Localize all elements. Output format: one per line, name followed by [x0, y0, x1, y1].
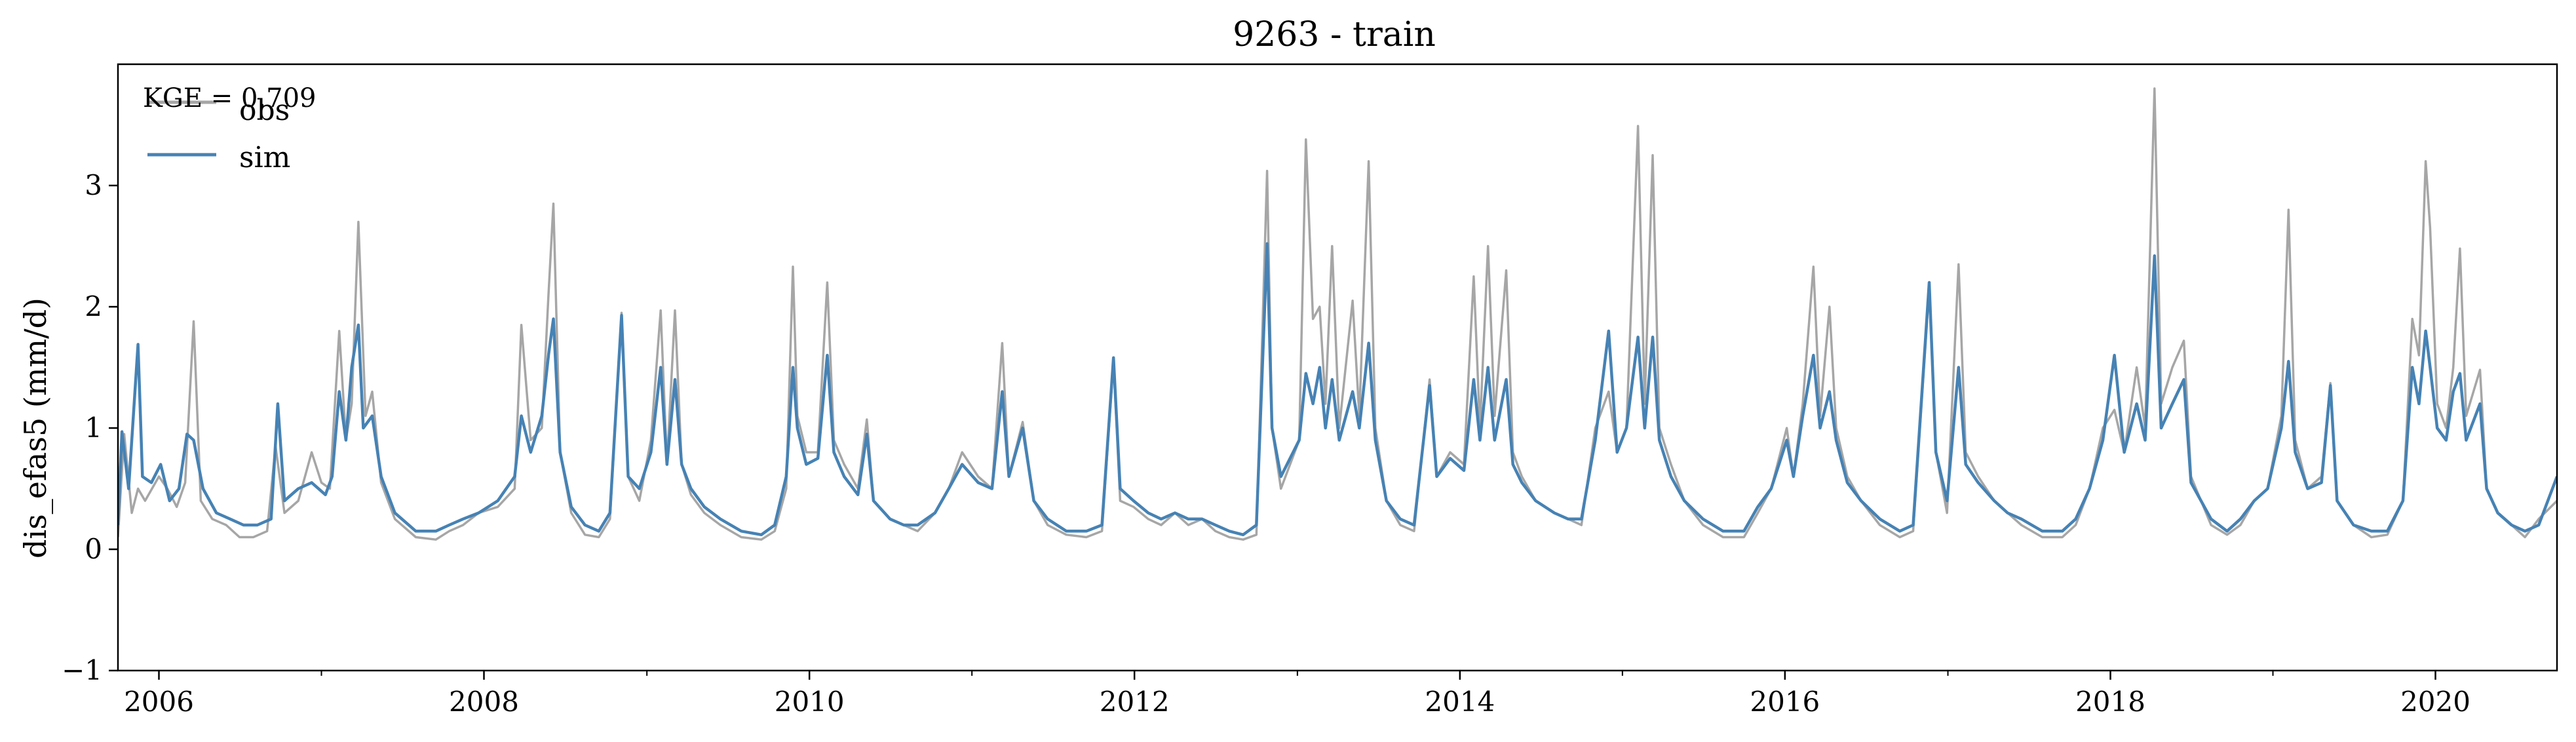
x-tick-label: 2018 — [2075, 686, 2145, 718]
x-tick-label: 2016 — [1750, 686, 1820, 718]
series-sim-line — [118, 242, 2557, 537]
legend: obs sim — [147, 94, 290, 174]
y-tick-label: 1 — [85, 412, 102, 444]
y-tick-label: 2 — [85, 290, 102, 322]
chart-title: 9263 - train — [1233, 15, 1436, 54]
x-tick-label: 2014 — [1425, 686, 1495, 718]
y-tick-label: −1 — [62, 654, 102, 686]
y-tick-label: 3 — [85, 169, 102, 201]
x-tick-label: 2006 — [124, 686, 194, 718]
y-axis-label: dis_efas5 (mm/d) — [18, 298, 53, 558]
x-tick-label: 2010 — [775, 686, 845, 718]
x-tick-label: 2020 — [2400, 686, 2470, 718]
x-tick-label: 2012 — [1100, 686, 1170, 718]
kge-annotation: KGE = 0.709 — [143, 83, 317, 113]
axes: −1 0 1 2 3 2006 2008 2010 2012 2014 2016 2018 2020 — [62, 169, 2470, 718]
plot-area — [118, 87, 2557, 541]
x-tick-label: 2008 — [449, 686, 519, 718]
plot-frame — [117, 63, 2558, 672]
legend-obs-label: obs — [239, 94, 290, 127]
y-tick-label: 0 — [85, 533, 102, 565]
legend-sim-label: sim — [239, 141, 290, 174]
series-obs-line — [118, 87, 2557, 541]
